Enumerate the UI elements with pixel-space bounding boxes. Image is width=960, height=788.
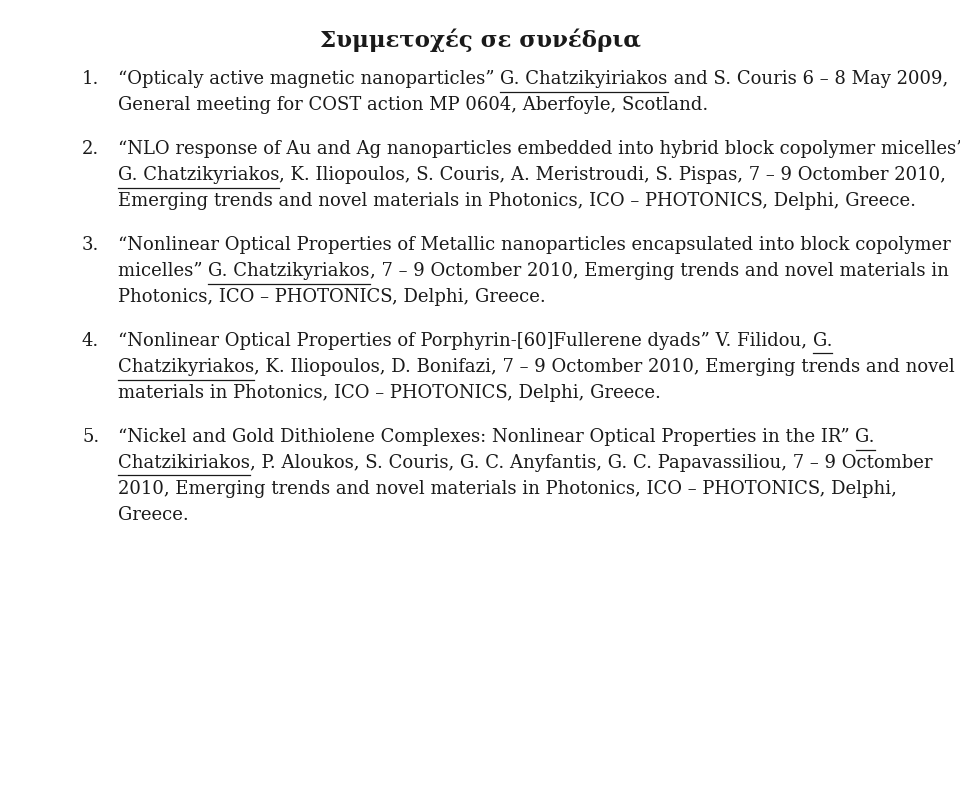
- Text: 4.: 4.: [82, 332, 99, 350]
- Text: G. Chatzikyriakos: G. Chatzikyriakos: [208, 262, 370, 280]
- Text: G.: G.: [813, 332, 832, 350]
- Text: Chatzikyriakos: Chatzikyriakos: [118, 358, 254, 376]
- Text: G. Chatzikyiriakos: G. Chatzikyiriakos: [500, 70, 667, 88]
- Text: , 7 – 9 Octomber 2010, Emerging trends and novel materials in: , 7 – 9 Octomber 2010, Emerging trends a…: [370, 262, 948, 280]
- Text: 2.: 2.: [82, 140, 99, 158]
- Text: 5.: 5.: [82, 428, 99, 446]
- Text: and S. Couris 6 – 8 May 2009,: and S. Couris 6 – 8 May 2009,: [667, 70, 948, 88]
- Text: “Nonlinear Optical Properties of Porphyrin-[60]Fullerene dyads” V. Filidou,: “Nonlinear Optical Properties of Porphyr…: [118, 332, 813, 350]
- Text: Photonics, ICO – PHOTONICS, Delphi, Greece.: Photonics, ICO – PHOTONICS, Delphi, Gree…: [118, 288, 545, 306]
- Text: Συμμετοχές σε συνέδρια: Συμμετοχές σε συνέδρια: [320, 28, 640, 51]
- Text: materials in Photonics, ICO – PHOTONICS, Delphi, Greece.: materials in Photonics, ICO – PHOTONICS,…: [118, 384, 660, 402]
- Text: , K. Iliopoulos, S. Couris, A. Meristroudi, S. Pispas, 7 – 9 Octomber 2010,: , K. Iliopoulos, S. Couris, A. Meristrou…: [279, 166, 947, 184]
- Text: , P. Aloukos, S. Couris, G. C. Anyfantis, G. C. Papavassiliou, 7 – 9 Octomber: , P. Aloukos, S. Couris, G. C. Anyfantis…: [250, 454, 932, 472]
- Text: G. Chatzikyriakos: G. Chatzikyriakos: [118, 166, 279, 184]
- Text: “NLO response of Au and Ag nanoparticles embedded into hybrid block copolymer mi: “NLO response of Au and Ag nanoparticles…: [118, 140, 960, 158]
- Text: G.: G.: [855, 428, 875, 446]
- Text: 2010, Emerging trends and novel materials in Photonics, ICO – PHOTONICS, Delphi,: 2010, Emerging trends and novel material…: [118, 480, 897, 498]
- Text: 1.: 1.: [82, 70, 100, 88]
- Text: “Opticaly active magnetic nanoparticles”: “Opticaly active magnetic nanoparticles”: [118, 70, 500, 88]
- Text: micelles”: micelles”: [118, 262, 208, 280]
- Text: Greece.: Greece.: [118, 506, 189, 524]
- Text: General meeting for COST action MP 0604, Aberfoyle, Scotland.: General meeting for COST action MP 0604,…: [118, 96, 708, 114]
- Text: 3.: 3.: [82, 236, 100, 254]
- Text: , K. Iliopoulos, D. Bonifazi, 7 – 9 Octomber 2010, Emerging trends and novel: , K. Iliopoulos, D. Bonifazi, 7 – 9 Octo…: [254, 358, 955, 376]
- Text: “Nonlinear Optical Properties of Metallic nanoparticles encapsulated into block : “Nonlinear Optical Properties of Metalli…: [118, 236, 950, 254]
- Text: “Nickel and Gold Dithiolene Complexes: Nonlinear Optical Properties in the IR”: “Nickel and Gold Dithiolene Complexes: N…: [118, 428, 855, 446]
- Text: Chatzikiriakos: Chatzikiriakos: [118, 454, 250, 472]
- Text: Emerging trends and novel materials in Photonics, ICO – PHOTONICS, Delphi, Greec: Emerging trends and novel materials in P…: [118, 192, 916, 210]
